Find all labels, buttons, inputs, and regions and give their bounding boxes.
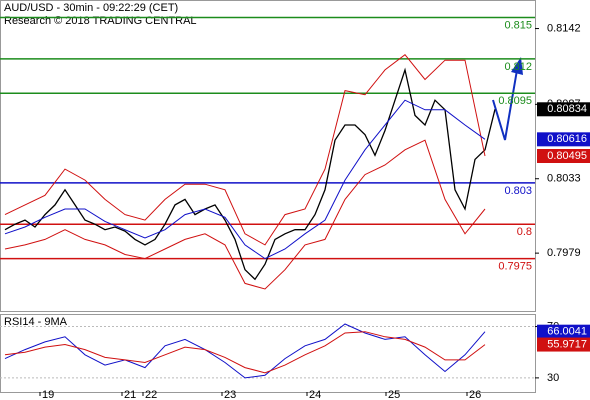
x-tick-label: 22 [145, 389, 157, 400]
y-tick-label: 0.8142 [547, 22, 581, 34]
x-tick-label: 19 [42, 389, 54, 400]
rsi-panel [0, 314, 536, 393]
last-value-label: 0.80616 [547, 133, 587, 145]
level-label: 0.8095 [498, 95, 532, 107]
level-label: 0.812 [504, 61, 532, 73]
x-tick-label: 24 [309, 389, 321, 400]
chart-subtitle: Research © 2018 TRADING CENTRAL [4, 15, 197, 27]
chart-title: AUD/USD - 30min - 09:22:29 (CET) [4, 2, 178, 14]
level-label: 0.803 [504, 185, 532, 197]
rsi-title: RSI14 - 9MA [4, 316, 68, 328]
series-line [4, 331, 486, 374]
last-value-label: 0.80834 [547, 103, 587, 115]
x-tick-label: 25 [388, 389, 400, 400]
last-value-box [537, 324, 590, 339]
last-value-label: 66.0041 [547, 326, 587, 338]
y-tick-label: 0.8033 [547, 173, 581, 185]
y-tick-label: 0.7979 [547, 247, 581, 259]
series-line [4, 54, 486, 246]
level-label: 0.815 [504, 19, 532, 31]
level-label: 0.7975 [498, 261, 532, 273]
level-label: 0.8 [517, 226, 532, 238]
last-value-label: 55.9717 [547, 338, 587, 350]
y-tick-label: 30 [547, 372, 559, 384]
last-value-box [537, 132, 590, 147]
series-line [4, 323, 486, 379]
x-tick-label: 26 [469, 389, 481, 400]
series-line [4, 67, 496, 281]
series-line [4, 139, 486, 290]
last-value-box [537, 337, 590, 352]
series-line [4, 99, 486, 260]
x-tick-label: 23 [224, 389, 236, 400]
price-panel [0, 0, 536, 312]
last-value-label: 0.80495 [547, 150, 587, 162]
last-value-box [537, 102, 590, 117]
x-tick-label: 21 [124, 389, 136, 400]
last-value-box [537, 149, 590, 163]
